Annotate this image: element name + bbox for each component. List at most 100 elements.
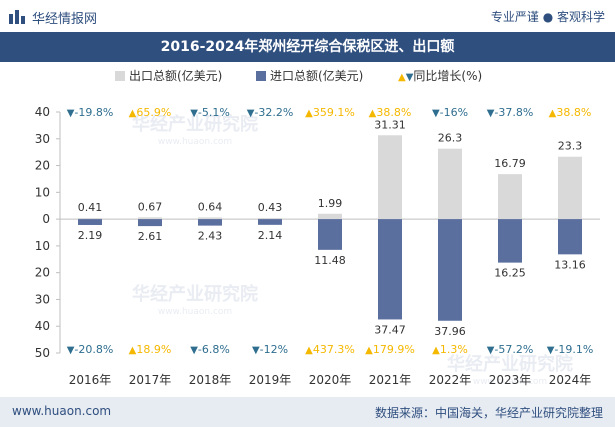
export-bar: [78, 218, 102, 220]
triangle-up-icon: ▲: [305, 345, 313, 356]
import-growth-label: ▼-6.8%: [190, 343, 230, 356]
watermark-text: 华经产业研究院: [447, 353, 573, 375]
export-growth-label: ▼-37.8%: [487, 106, 534, 119]
export-bar: [498, 174, 522, 220]
y-tick-label: 30: [35, 132, 50, 146]
label-layer: 0.41 2.19 0.67 2.61 0.64 2.43 0.43 2.14 1.99 11.4…: [78, 118, 586, 337]
chart-title: 2016-2024年郑州经开综合保税区进、出口额: [160, 39, 455, 55]
export-bar: [258, 217, 282, 220]
export-bar: [318, 213, 342, 220]
title-bar: 2016-2024年郑州经开综合保税区进、出口额: [0, 32, 615, 62]
triangle-up-icon: ▲: [129, 345, 137, 356]
y-tick-label: 30: [35, 292, 50, 306]
legend-export-label: 出口总额(亿美元): [129, 69, 223, 83]
watermark-text: 华经产业研究院: [132, 283, 258, 305]
import-growth-value: -19.1%: [554, 343, 593, 356]
import-data-label: 2.19: [78, 229, 103, 242]
export-growth-label: ▼-32.2%: [247, 106, 294, 119]
export-data-label: 0.67: [138, 200, 163, 213]
import-bar: [318, 219, 342, 250]
triangle-up-icon: ▲: [305, 108, 313, 119]
import-bar: [78, 219, 102, 225]
export-growth-value: -16%: [440, 106, 468, 119]
import-bar: [498, 219, 522, 263]
x-tick-label: 2024年: [549, 373, 592, 387]
triangle-up-icon: ▲: [365, 345, 373, 356]
import-growth-label: ▲437.3%: [305, 343, 355, 356]
x-tick-label: 2019年: [249, 373, 292, 387]
import-growth-value: -20.8%: [74, 343, 113, 356]
x-tick-label: 2023年: [489, 373, 532, 387]
export-data-label: 0.64: [198, 200, 223, 213]
import-growth-label: ▼-12%: [252, 343, 288, 356]
import-growth-label: ▲179.9%: [365, 343, 415, 356]
import-bar: [558, 219, 582, 255]
legend-export-swatch: [115, 71, 125, 81]
watermark-url: www.huaon.com: [158, 137, 232, 147]
legend-import: 进口总额(亿美元): [256, 66, 363, 86]
triangle-down-icon: ▼: [405, 72, 414, 83]
watermark-layer: 华经产业研究院 www.huaon.com 华经产业研究院 www.huaon.com…: [132, 113, 573, 387]
triangle-up-icon: ▲: [129, 108, 137, 119]
import-growth-label: ▼-57.2%: [487, 343, 534, 356]
triangle-down-icon: ▼: [432, 108, 440, 119]
export-bar: [138, 217, 162, 220]
export-data-label: 1.99: [318, 197, 343, 210]
triangle-down-icon: ▼: [247, 108, 255, 119]
legend-growth: ▲▼同比增长(%): [398, 66, 482, 86]
x-tick-label: 2017年: [129, 373, 172, 387]
import-growth-value: -57.2%: [494, 343, 533, 356]
import-bar: [198, 219, 222, 226]
import-growth-label: ▲18.9%: [129, 343, 172, 356]
watermark-url: www.huaon.com: [158, 307, 232, 317]
chart-plot: 华经产业研究院 www.huaon.com 华经产业研究院 www.huaon.com…: [35, 105, 600, 387]
import-bar: [258, 219, 282, 225]
export-growth-label: ▲38.8%: [369, 106, 412, 119]
tagline: 专业严谨 ● 客观科学: [490, 10, 605, 24]
y-tick-label: 20: [35, 266, 50, 280]
triangle-up-icon: ▲: [369, 108, 377, 119]
import-bar: [438, 219, 462, 321]
triangle-down-icon: ▼: [487, 345, 495, 356]
import-growth-value: 179.9%: [373, 343, 415, 356]
export-growth-label: ▲359.1%: [305, 106, 355, 119]
export-growth-value: 38.8%: [556, 106, 591, 119]
export-growth-label: ▲38.8%: [549, 106, 592, 119]
import-bar: [378, 219, 402, 320]
import-growth-label: ▼-20.8%: [67, 343, 114, 356]
export-data-label: 23.3: [558, 140, 583, 153]
triangle-down-icon: ▼: [252, 345, 260, 356]
export-data-label: 26.3: [438, 132, 463, 145]
triangle-down-icon: ▼: [67, 108, 75, 119]
bar-layer: [78, 135, 582, 321]
import-data-label: 11.48: [314, 254, 346, 267]
chart-legend: 出口总额(亿美元) 进口总额(亿美元) ▲▼同比增长(%): [0, 66, 615, 86]
bar-chart-logo-icon: [9, 10, 25, 24]
export-growth-label: ▲65.9%: [129, 106, 172, 119]
triangle-down-icon: ▼: [487, 108, 495, 119]
y-tick-label: 40: [35, 105, 50, 119]
export-growth-label: ▼-16%: [432, 106, 468, 119]
export-growth-value: -19.8%: [74, 106, 113, 119]
triangle-down-icon: ▼: [547, 345, 555, 356]
import-data-label: 16.25: [494, 267, 526, 280]
import-data-label: 2.61: [138, 230, 163, 243]
triangle-up-icon: ▲: [549, 108, 557, 119]
x-tick-label: 2016年: [69, 373, 112, 387]
import-data-label: 37.47: [374, 323, 406, 336]
import-growth-value: 1.3%: [440, 343, 468, 356]
import-data-label: 13.16: [554, 258, 586, 271]
footer-url: www.huaon.com: [12, 404, 112, 418]
export-growth-value: 359.1%: [313, 106, 355, 119]
export-growth-label: ▼-19.8%: [67, 106, 114, 119]
export-bar: [438, 148, 462, 220]
y-tick-label: 10: [35, 239, 50, 253]
export-data-label: 0.43: [258, 201, 283, 214]
export-data-label: 16.79: [494, 157, 526, 170]
y-axis: 40 30 20 10 0 10 20 30 40 50: [35, 105, 600, 360]
legend-export: 出口总额(亿美元): [115, 66, 222, 86]
x-tick-label: 2020年: [309, 373, 352, 387]
y-tick-label: 20: [35, 159, 50, 173]
import-growth-value: -6.8%: [198, 343, 230, 356]
